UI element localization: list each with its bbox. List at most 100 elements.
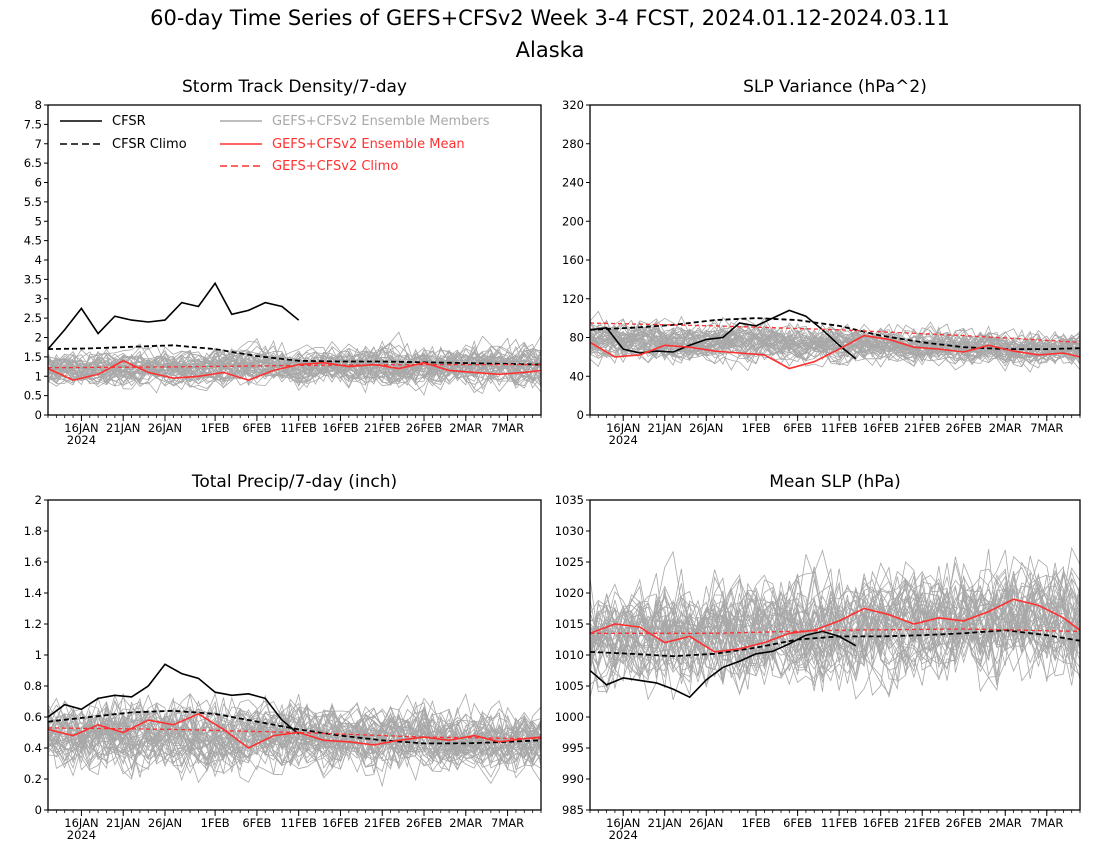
x-tick-label: 21FEB xyxy=(904,816,941,830)
ensemble-member-line xyxy=(48,353,541,381)
ensemble-member-line xyxy=(48,700,541,773)
y-tick-label: 6.5 xyxy=(24,156,42,170)
y-tick-label: 1015 xyxy=(555,617,584,631)
ensemble-member-line xyxy=(590,546,1080,684)
ensemble-member-line xyxy=(48,700,541,772)
x-tick-label: 2MAR xyxy=(449,816,482,830)
series-gefs-cfsv2-ensemble-mean xyxy=(590,334,1080,370)
plot-area xyxy=(590,309,1080,373)
x-tick-label: 21FEB xyxy=(904,421,941,435)
y-tick-label: 2 xyxy=(35,493,42,507)
y-tick-label: 1035 xyxy=(555,493,584,507)
y-tick-label: 6 xyxy=(35,176,42,190)
y-tick-label: 0.5 xyxy=(24,389,42,403)
ensemble-member-line xyxy=(48,707,541,772)
ensemble-member-line xyxy=(48,692,541,774)
x-tick-label: 26JAN xyxy=(689,421,723,435)
x-tick-label: 21FEB xyxy=(364,421,401,435)
y-tick-label: 5.5 xyxy=(24,195,42,209)
x-tick-label: 16FEB xyxy=(862,421,899,435)
y-tick-label: 2 xyxy=(35,331,42,345)
y-tick-label: 1025 xyxy=(555,555,584,569)
series-cfsr xyxy=(48,281,300,350)
plot-frame xyxy=(47,499,542,811)
ensemble-member-line xyxy=(590,562,1080,688)
series-cfsr-climo xyxy=(48,709,541,745)
x-tick-label: 21FEB xyxy=(364,816,401,830)
y-tick-label: 0.8 xyxy=(24,679,42,693)
y-tick-label: 1030 xyxy=(555,524,584,538)
y-tick-label: 1005 xyxy=(555,679,584,693)
series-gefs-cfsv2-ensemble-mean xyxy=(590,598,1080,653)
y-tick-label: 3 xyxy=(35,292,42,306)
series-cfsr xyxy=(590,630,857,699)
legend-label: GEFS+CFSv2 Climo xyxy=(272,159,398,174)
figure-subtitle: Alaska xyxy=(516,38,585,62)
x-tick-label: 7MAR xyxy=(491,816,524,830)
ensemble-member-line xyxy=(590,572,1080,701)
ensemble-member-line xyxy=(590,584,1080,683)
series-cfsr xyxy=(48,663,300,735)
x-tick-label: 16JAN xyxy=(64,421,98,435)
x-tick-label: 1FEB xyxy=(742,816,771,830)
y-tick-label: 4 xyxy=(35,253,42,267)
y-tick-label: 240 xyxy=(562,176,584,190)
ensemble-member-line xyxy=(590,554,1080,673)
ensemble-member-line xyxy=(48,697,541,782)
x-tick-label: 1FEB xyxy=(201,421,230,435)
x-year-label: 2024 xyxy=(67,433,96,447)
y-tick-label: 40 xyxy=(569,369,584,383)
panel-title: SLP Variance (hPa^2) xyxy=(743,77,927,97)
series-gefs-cfsv2-climo xyxy=(48,363,541,369)
y-tick-label: 200 xyxy=(562,214,584,228)
y-tick-label: 1010 xyxy=(555,648,584,662)
ensemble-members xyxy=(590,546,1080,701)
y-tick-label: 985 xyxy=(562,803,584,817)
chart-panel-2: SLP Variance (hPa^2) 0 40 80 120 160 200 240 280… xyxy=(562,77,1081,447)
x-year-label: 2024 xyxy=(609,828,638,842)
ensemble-member-line xyxy=(48,345,541,388)
ensemble-member-line xyxy=(48,350,541,396)
y-tick-label: 1.6 xyxy=(24,555,42,569)
ensemble-member-line xyxy=(48,707,541,769)
x-tick-label: 11FEB xyxy=(821,421,858,435)
x-tick-label: 7MAR xyxy=(1030,816,1063,830)
y-tick-label: 1 xyxy=(35,369,42,383)
plot-area xyxy=(48,281,541,396)
series-cfsr xyxy=(590,309,857,360)
y-tick-label: 8 xyxy=(35,98,42,112)
x-tick-label: 6FEB xyxy=(783,421,812,435)
ensemble-member-line xyxy=(590,326,1080,367)
y-tick-label: 0.4 xyxy=(24,741,42,755)
y-tick-label: 995 xyxy=(562,741,584,755)
y-tick-label: 1 xyxy=(35,648,42,662)
ensemble-member-line xyxy=(48,346,541,392)
ensemble-member-line xyxy=(590,579,1080,695)
x-tick-label: 21JAN xyxy=(106,816,140,830)
panel-title: Storm Track Density/7-day xyxy=(182,77,407,97)
plot-area xyxy=(590,546,1080,701)
ensemble-member-line xyxy=(590,576,1080,693)
y-tick-label: 0 xyxy=(577,408,584,422)
ensemble-member-line xyxy=(48,699,541,777)
series-gefs-cfsv2-ensemble-mean xyxy=(48,712,541,749)
x-tick-label: 26FEB xyxy=(946,421,983,435)
y-tick-label: 280 xyxy=(562,137,584,151)
y-tick-label: 1.8 xyxy=(24,524,42,538)
x-tick-label: 16FEB xyxy=(862,816,899,830)
x-tick-label: 6FEB xyxy=(242,421,271,435)
y-tick-label: 1.2 xyxy=(24,617,42,631)
y-tick-label: 7.5 xyxy=(24,117,42,131)
x-year-label: 2024 xyxy=(609,433,638,447)
y-tick-label: 1.4 xyxy=(24,586,42,600)
x-tick-label: 16JAN xyxy=(64,816,98,830)
x-tick-label: 1FEB xyxy=(742,421,771,435)
chart-panel-4: Mean SLP (hPa) 985 990 995 1000 1005 1010 1015 1… xyxy=(555,472,1081,842)
y-tick-label: 7 xyxy=(35,137,42,151)
chart-panel-3: Total Precip/7-day (inch)00.20.40.60.811… xyxy=(24,472,542,842)
y-tick-label: 160 xyxy=(562,253,584,267)
x-tick-label: 26FEB xyxy=(406,421,443,435)
series-gefs-cfsv2-climo xyxy=(48,727,541,740)
chart-panel-1: Storm Track Density/7-day 0 0.5 1 1.5 2 2.5 3 3.… xyxy=(24,77,542,447)
